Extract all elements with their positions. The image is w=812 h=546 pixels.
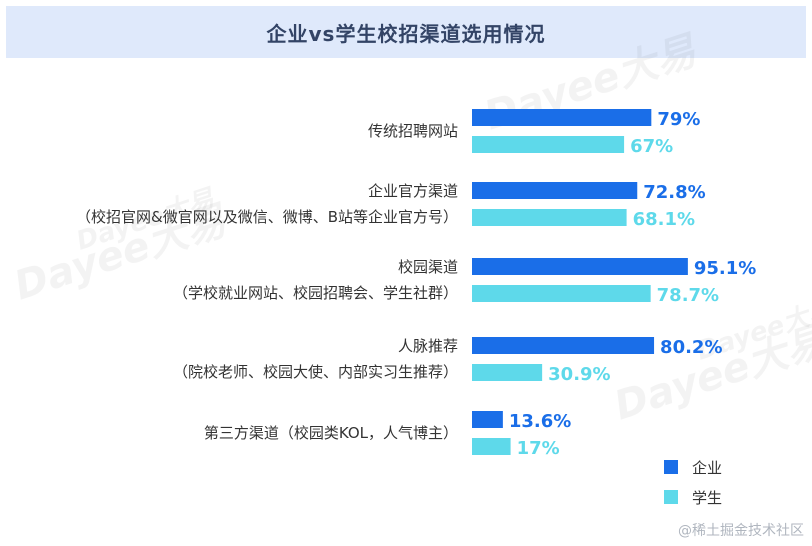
bar-company xyxy=(472,337,655,354)
bar-layer: 79% 67% 72.8% 68.1% 95.1% 78.7% 80.2% 30.9% 13.6… xyxy=(472,109,756,459)
bar-student xyxy=(472,438,511,455)
bar-company xyxy=(472,411,503,428)
bar-student xyxy=(472,364,543,381)
category-label: 校园渠道 xyxy=(398,258,458,276)
data-label: 72.8% xyxy=(643,182,705,203)
bar-student xyxy=(472,209,627,226)
category-label: （学校就业网站、校园招聘会、学生社群） xyxy=(173,284,458,302)
data-label: 79% xyxy=(657,109,700,130)
data-label: 67% xyxy=(630,136,673,157)
bar-company xyxy=(472,182,638,199)
data-label: 30.9% xyxy=(548,364,610,385)
legend-label: 企业 xyxy=(692,459,722,477)
category-label: 传统招聘网站 xyxy=(368,122,458,140)
bar-company xyxy=(472,109,652,126)
chart-title: 企业vs学生校招渠道选用情况 xyxy=(266,21,546,46)
bar-student xyxy=(472,285,651,302)
legend-swatch xyxy=(664,490,678,504)
category-label: （院校老师、校园大使、内部实习生推荐） xyxy=(173,363,458,381)
data-label: 68.1% xyxy=(633,209,695,230)
data-label: 13.6% xyxy=(509,411,571,432)
title-bar: 企业vs学生校招渠道选用情况 xyxy=(6,6,806,58)
data-label: 17% xyxy=(517,438,560,459)
category-label: 第三方渠道（校园类KOL，人气博主） xyxy=(204,424,458,442)
data-label: 78.7% xyxy=(657,285,719,306)
source-credit: @稀土掘金技术社区 xyxy=(678,523,804,539)
legend-swatch xyxy=(664,460,678,474)
category-label: （校招官网&微官网以及微信、微博、B站等企业官方号） xyxy=(76,208,458,226)
data-label: 80.2% xyxy=(660,337,722,358)
category-label: 人脉推荐 xyxy=(398,337,458,355)
category-label: 企业官方渠道 xyxy=(368,182,458,200)
bar-student xyxy=(472,136,625,153)
legend-label: 学生 xyxy=(692,489,722,507)
bar-company xyxy=(472,258,688,275)
data-label: 95.1% xyxy=(694,258,756,279)
